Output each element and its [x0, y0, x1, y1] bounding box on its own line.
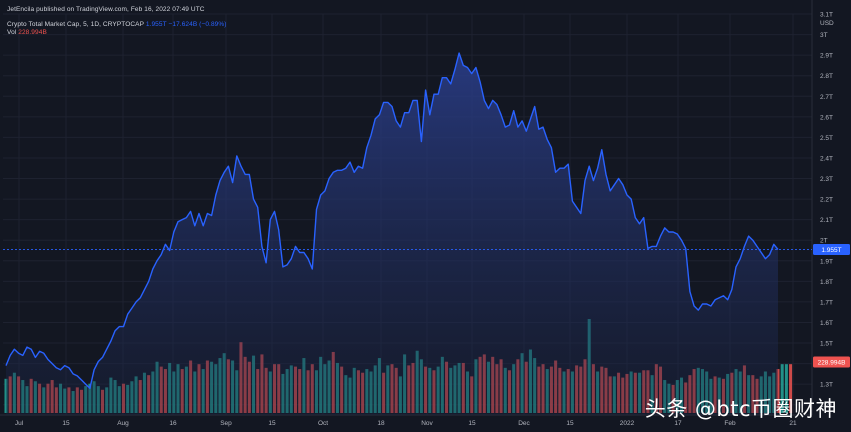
price-tick-label: 2.6T — [820, 114, 833, 121]
time-tick-label: 15 — [468, 420, 476, 427]
price-tick-label: 2.9T — [820, 53, 833, 60]
symbol-name: Crypto Total Market Cap, 5, 1D, CRYPTOCA… — [7, 21, 144, 28]
last-price: 1.955T — [145, 21, 167, 28]
time-axis[interactable]: Jul 15 Aug 16 Sep 15 Oct 18 Nov 15 Dec 15 2022 17 Feb 2… — [15, 420, 797, 427]
time-tick-label: 17 — [674, 420, 682, 427]
price-tick-label: 3.1T — [820, 12, 833, 19]
time-tick-label: 21 — [789, 420, 797, 427]
time-tick-label: 16 — [169, 420, 177, 427]
time-tick-label: Dec — [518, 420, 530, 427]
price-tick-label: 2.2T — [820, 197, 833, 204]
volume-legend: Vol 228.994B — [7, 29, 47, 36]
price-tick-label: 1.7T — [820, 299, 833, 306]
volume-bar — [789, 364, 793, 413]
time-tick-label: Sep — [220, 420, 232, 427]
last-volume-tag-label: 228.994B — [818, 360, 846, 367]
price-change: −17.624B (−0.89%) — [168, 21, 227, 28]
area-fill — [6, 53, 778, 415]
time-tick-label: 2022 — [620, 420, 635, 427]
price-tick-label: 2.8T — [820, 73, 833, 80]
volume-bar — [780, 364, 784, 413]
time-tick-label: Feb — [724, 420, 736, 427]
symbol-legend: Crypto Total Market Cap, 5, 1D, CRYPTOCA… — [7, 21, 227, 28]
price-tick-label: 1.3T — [820, 382, 833, 389]
price-tick-label: 1.6T — [820, 320, 833, 327]
publish-info: JetEncila published on TradingView.com, … — [7, 6, 205, 13]
price-tick-label: 1.5T — [820, 341, 833, 348]
last-price-tag-label: 1.955T — [821, 247, 841, 254]
price-tick-label: 2.1T — [820, 217, 833, 224]
last-volume-tag — [813, 356, 850, 368]
volume-bar — [784, 364, 788, 413]
axis-tags: 1.955T 228.994B — [813, 243, 850, 368]
publish-text: JetEncila published on TradingView.com, … — [7, 6, 205, 13]
volume-label: Vol — [7, 29, 17, 36]
time-tick-label: Jul — [15, 420, 24, 427]
volume-value: 228.994B — [18, 29, 47, 36]
market-cap-line — [5, 52, 779, 389]
price-tick-label: 1.9T — [820, 258, 833, 265]
price-axis[interactable]: 1.2T1.3T1.4T1.5T1.6T1.7T1.8T1.9T2T2.1T2.… — [820, 12, 834, 410]
price-line-layer — [3, 52, 812, 389]
price-tick-label: 1.8T — [820, 279, 833, 286]
time-tick-label: 15 — [566, 420, 574, 427]
time-tick-label: Oct — [318, 420, 328, 427]
price-tick-label: 2.7T — [820, 94, 833, 101]
last-price-tag — [813, 243, 850, 255]
price-tick-label: 2.4T — [820, 155, 833, 162]
market-cap-area — [6, 53, 778, 415]
watermark: 头条 @btc币圈财神 — [644, 397, 837, 421]
price-tick-label: 3T — [820, 32, 828, 39]
time-tick-label: 18 — [377, 420, 385, 427]
price-unit-label: USD — [820, 20, 834, 27]
time-tick-label: 15 — [268, 420, 276, 427]
price-tick-label: 1.2T — [820, 402, 833, 409]
price-tick-label: 2.5T — [820, 135, 833, 142]
price-tick-label: 2T — [820, 238, 828, 245]
time-tick-label: Aug — [117, 420, 129, 427]
time-tick-label: Nov — [421, 420, 433, 427]
time-tick-label: 15 — [62, 420, 70, 427]
price-tick-label: 2.3T — [820, 176, 833, 183]
